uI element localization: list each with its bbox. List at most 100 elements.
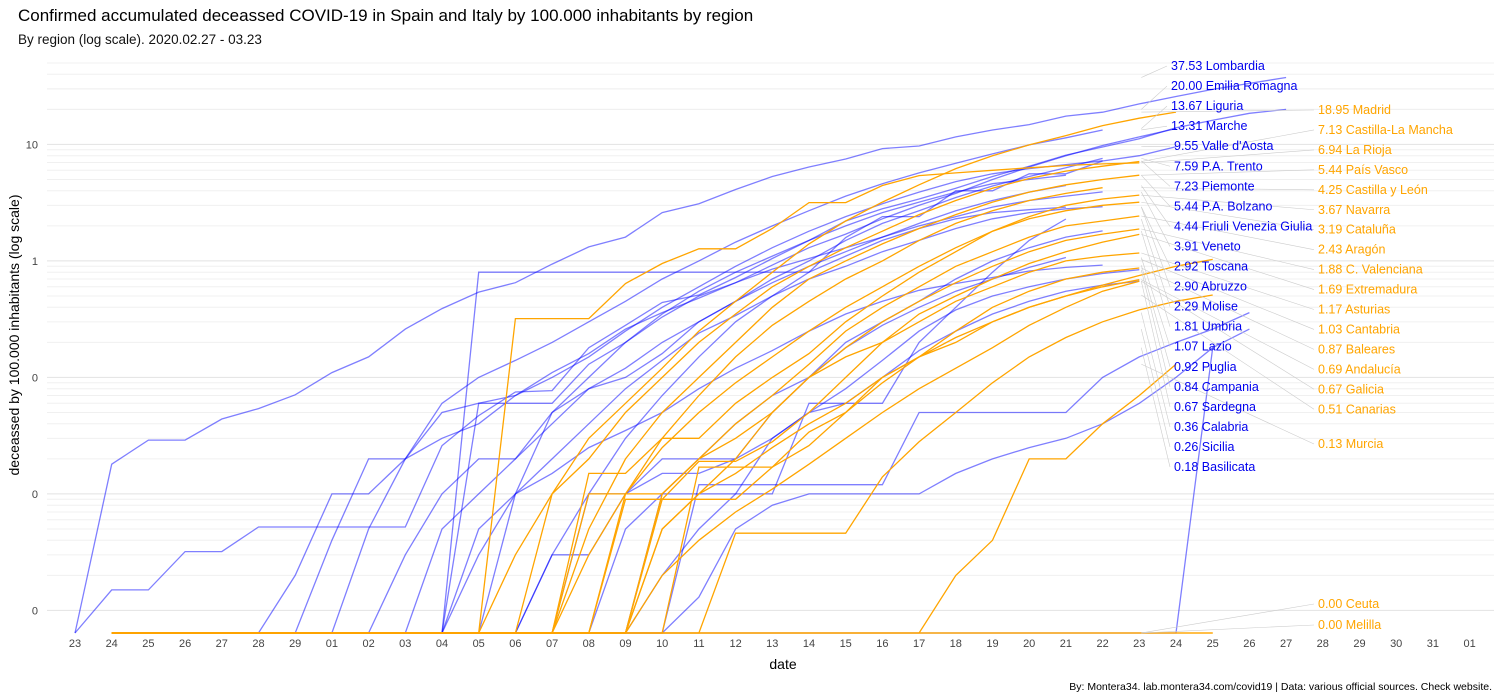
y-tick-label: 0 [32,372,38,384]
series-line-liguria [111,127,1177,634]
series-line-campania [111,269,1140,634]
series-line-asturias [111,252,1140,634]
label-leader [1141,65,1168,78]
series-label: 3.91 Veneto [1174,239,1241,253]
series-label: 20.00 Emilia Romagna [1171,79,1298,93]
series-label: 1.07 Lazio [1174,340,1232,354]
x-tick-label: 25 [142,638,154,650]
label-leader [1141,149,1315,164]
series-label: 1.81 Umbria [1174,320,1242,334]
label-leader [1141,624,1315,634]
label-leader [1141,160,1171,187]
series-line-valle-d-aosta [111,146,1177,634]
x-tick-label: 23 [1133,638,1145,650]
x-tick-label: 09 [619,638,631,650]
x-tick-label: 31 [1427,638,1439,650]
series-lines [74,76,1287,634]
x-tick-label: 11 [693,638,704,650]
series-label: 4.25 Castilla y León [1318,183,1428,197]
series-label: 5.44 País Vasco [1318,163,1408,177]
x-tick-label: 25 [1207,638,1219,650]
x-tick-label: 05 [473,638,485,650]
x-tick-label: 27 [216,638,228,650]
series-label: 37.53 Lombardia [1171,59,1265,73]
x-tick-label: 03 [399,638,411,650]
series-label: 2.29 Molise [1174,300,1238,314]
y-tick-label: 10 [26,139,38,151]
x-tick-label: 08 [583,638,595,650]
series-label: 0.67 Galicia [1318,382,1384,396]
x-tick-label: 12 [729,638,741,650]
series-line-umbria [111,230,1103,634]
series-line-piemonte [111,160,1103,634]
label-leaders [1141,65,1315,634]
x-tick-label: 18 [950,638,962,650]
series-line-murcia [111,363,1177,634]
series-label: 0.18 Basilicata [1174,460,1255,474]
series-line-marche [111,129,1103,634]
label-leader [1141,85,1168,110]
series-label: 13.31 Marche [1171,119,1247,133]
series-line-abruzzo [111,206,1066,634]
x-tick-label: 10 [656,638,668,650]
series-label: 7.23 Piemonte [1174,179,1255,193]
label-leader [1141,145,1171,148]
label-leader [1141,201,1315,230]
series-labels: 37.53 Lombardia 20.00 Emilia Romagna 13.67… [1171,59,1453,632]
label-leader [1141,109,1315,113]
series-label: 2.92 Toscana [1174,260,1248,274]
series-line-veneto [111,191,1103,634]
x-tick-label: 26 [179,638,191,650]
label-leader [1141,281,1171,407]
label-leader [1141,280,1315,390]
label-leader [1141,603,1315,634]
x-tick-label: 21 [1060,638,1072,650]
series-line-canarias [111,294,1213,634]
series-label: 9.55 Valle d'Aosta [1174,139,1273,153]
y-tick-label: 0 [32,605,38,617]
label-leader [1141,329,1171,448]
label-leader [1141,269,1171,387]
label-leader [1141,363,1315,445]
x-tick-label: 20 [1023,638,1035,650]
series-label: 3.19 Cataluña [1318,223,1396,237]
series-label: 0.00 Melilla [1318,618,1381,632]
series-label: 0.26 Sicilia [1174,440,1234,454]
label-leader [1141,187,1315,191]
series-label: 7.59 P.A. Trento [1174,159,1263,173]
series-label: 6.94 La Rioja [1318,143,1392,157]
chart-title: Confirmed accumulated deceassed COVID-19… [18,6,753,25]
series-label: 0.00 Ceuta [1318,597,1379,611]
label-leader [1141,252,1315,310]
series-label: 0.87 Baleares [1318,342,1395,356]
x-axis-ticks: 23 24 25 26 27 28 29 01 02 03 04 05 06 07 08 09 10 11 12 13… [69,638,1476,650]
label-leader [1141,267,1315,350]
label-leader [1141,125,1168,131]
series-line-madrid [111,111,1177,634]
series-label: 0.36 Calabria [1174,420,1248,434]
series-line-friuli-venezia-giulia [111,184,1067,634]
series-line-baleares [111,267,1140,634]
x-tick-label: 22 [1096,638,1108,650]
series-label: 0.13 Murcia [1318,437,1383,451]
x-tick-label: 23 [69,638,81,650]
series-line-andaluc-a [111,279,1140,634]
grid [47,62,1494,611]
label-leader [1141,265,1171,367]
x-tick-label: 14 [803,638,815,650]
x-tick-label: 01 [326,638,338,650]
label-leader [1141,129,1315,162]
series-line-sardegna [111,280,1140,634]
series-label: 5.44 P.A. Bolzano [1174,199,1273,213]
series-line-extremadura [111,233,1140,634]
label-leader [1141,169,1315,176]
series-line-pa-s-vasco [111,174,1140,634]
label-leader [1141,215,1315,250]
x-tick-label: 01 [1463,638,1475,650]
label-leader [1141,257,1171,347]
y-axis-ticks: 0 0 0 1 10 [26,139,38,617]
x-tick-label: 29 [289,638,301,650]
series-line-galicia [111,280,1140,634]
series-line-puglia [111,264,1103,634]
